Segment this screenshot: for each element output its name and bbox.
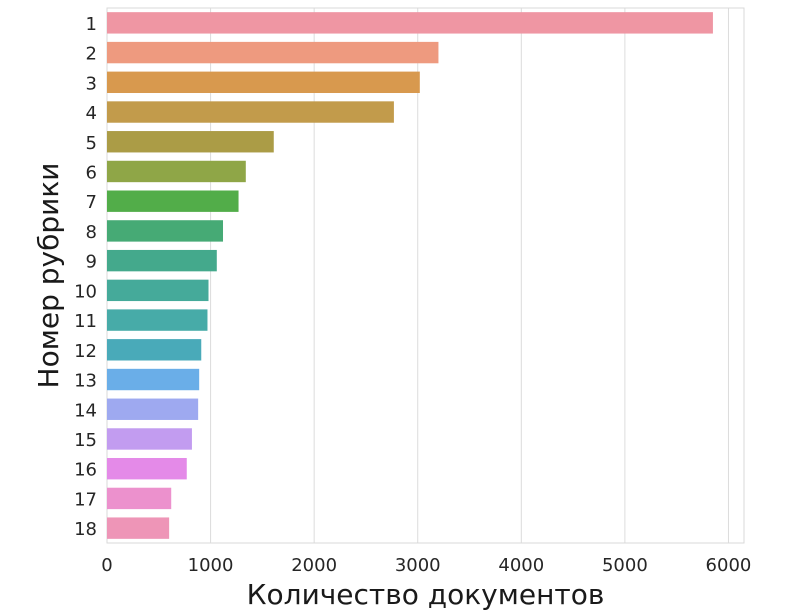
x-tick-label: 1000 xyxy=(188,555,234,576)
bar-12 xyxy=(107,339,202,361)
x-tick-label: 5000 xyxy=(602,555,648,576)
bar-4 xyxy=(107,101,394,123)
x-tick-label: 6000 xyxy=(706,555,752,576)
bar-16 xyxy=(107,457,187,480)
x-tick-label: 4000 xyxy=(498,555,544,576)
x-tick-label: 3000 xyxy=(395,555,441,576)
bars xyxy=(107,12,713,539)
y-tick-label: 12 xyxy=(74,341,97,362)
y-tick-label: 13 xyxy=(74,371,97,392)
y-tick-label: 9 xyxy=(86,252,97,273)
grid-lines xyxy=(106,8,729,543)
y-tick-label: 17 xyxy=(74,489,97,510)
y-tick-label: 18 xyxy=(74,519,97,540)
bar-10 xyxy=(107,279,209,302)
bar-9 xyxy=(107,249,217,272)
x-tick-label: 2000 xyxy=(291,555,337,576)
y-tick-label: 1 xyxy=(86,14,97,35)
x-tick-labels: 0 1000 2000 3000 4000 5000 6000 xyxy=(101,555,751,576)
bar-14 xyxy=(107,398,199,420)
bar-6 xyxy=(107,160,246,183)
bar-17 xyxy=(107,487,172,510)
y-tick-label: 11 xyxy=(74,311,97,332)
y-tick-label: 16 xyxy=(74,460,97,481)
bar-11 xyxy=(107,309,208,331)
bar-7 xyxy=(107,190,239,212)
y-tick-label: 3 xyxy=(86,73,97,94)
y-tick-label: 6 xyxy=(86,162,97,183)
y-tick-label: 8 xyxy=(86,222,97,243)
y-tick-label: 15 xyxy=(74,430,97,451)
y-tick-label: 10 xyxy=(74,281,97,302)
y-axis-title: Номер рубрики xyxy=(32,163,65,389)
bar-18 xyxy=(107,517,170,539)
bar-8 xyxy=(107,220,224,242)
x-tick-label: 0 xyxy=(101,555,112,576)
y-tick-label: 5 xyxy=(86,133,97,154)
bar-1 xyxy=(107,12,713,34)
bar-15 xyxy=(107,428,192,450)
bar-3 xyxy=(107,71,420,94)
x-axis-title: Количество документов xyxy=(247,578,605,611)
bar-5 xyxy=(107,131,274,153)
y-tick-label: 2 xyxy=(86,44,97,65)
bar-13 xyxy=(107,368,200,391)
plot-frame xyxy=(106,7,745,544)
y-tick-label: 14 xyxy=(74,400,97,421)
y-tick-label: 7 xyxy=(86,192,97,213)
bar-2 xyxy=(107,41,439,64)
y-tick-label: 4 xyxy=(86,103,97,124)
